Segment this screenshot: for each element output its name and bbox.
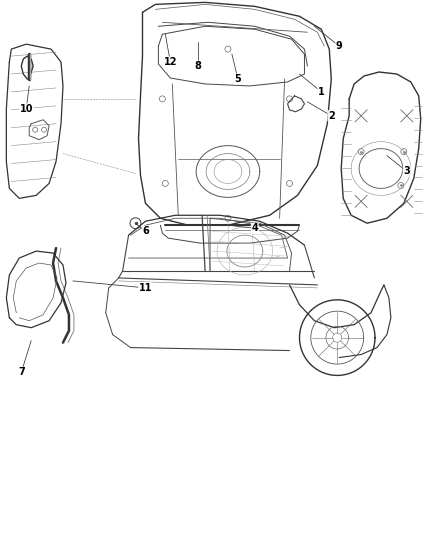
Text: 6: 6: [142, 226, 149, 236]
Text: 2: 2: [328, 111, 335, 121]
Text: 1: 1: [318, 87, 325, 97]
Text: 8: 8: [195, 61, 201, 71]
Text: 7: 7: [18, 367, 25, 377]
Text: 4: 4: [251, 223, 258, 233]
Text: 12: 12: [163, 57, 177, 67]
Text: 10: 10: [19, 104, 33, 114]
Text: 3: 3: [403, 166, 410, 176]
Text: 9: 9: [336, 41, 343, 51]
Text: 5: 5: [234, 74, 241, 84]
Text: 11: 11: [139, 283, 152, 293]
